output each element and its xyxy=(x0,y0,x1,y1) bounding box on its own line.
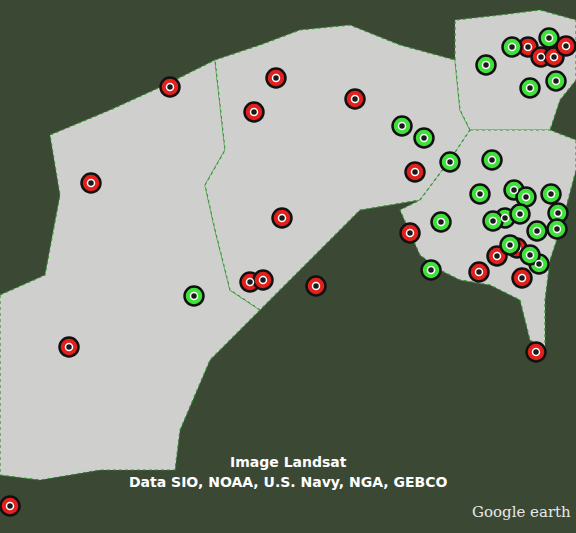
svg-text:Image Landsat: Image Landsat xyxy=(230,454,347,470)
svg-text:Google earth: Google earth xyxy=(472,503,571,521)
svg-text:Data SIO, NOAA, U.S. Navy, NGA: Data SIO, NOAA, U.S. Navy, NGA, GEBCO xyxy=(129,474,448,490)
